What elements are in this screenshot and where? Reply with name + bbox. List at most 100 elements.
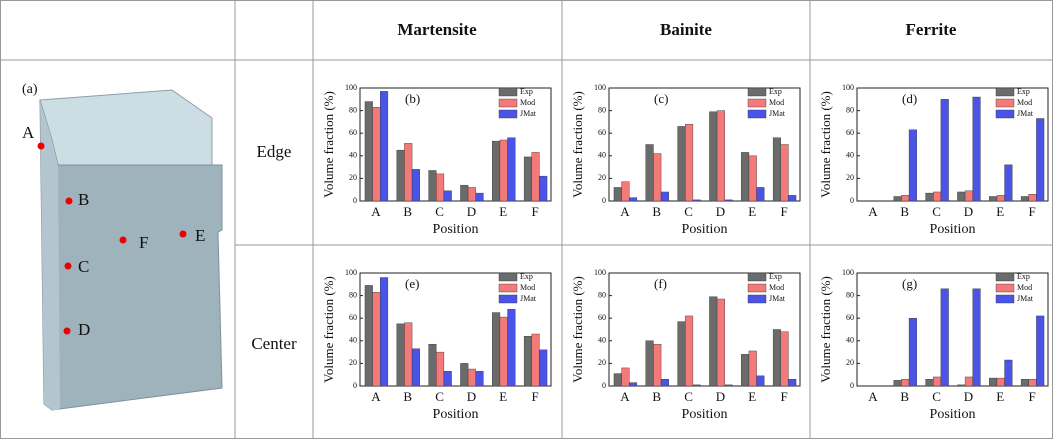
y-tick-label: 100	[594, 268, 606, 277]
bar	[476, 193, 484, 201]
legend-label: Exp	[520, 87, 533, 96]
bar	[741, 152, 749, 201]
x-tick-label: A	[371, 389, 381, 404]
legend-swatch	[748, 284, 766, 292]
x-tick-label: D	[716, 204, 725, 219]
bar	[622, 368, 630, 386]
x-tick-label: F	[531, 204, 538, 219]
legend-label: Exp	[1017, 272, 1030, 281]
legend-swatch	[499, 99, 517, 107]
bar	[997, 378, 1005, 386]
point-label: B	[78, 190, 89, 209]
legend-label: JMat	[769, 109, 786, 118]
y-tick-label: 60	[846, 313, 854, 322]
legend-label: JMat	[520, 294, 537, 303]
panel-label: (c)	[654, 91, 668, 106]
bar	[933, 377, 941, 386]
bar	[622, 182, 630, 201]
y-tick-label: 20	[598, 358, 606, 367]
x-tick-label: A	[620, 204, 630, 219]
bar	[685, 124, 693, 201]
bar	[1029, 379, 1037, 386]
bar	[709, 297, 717, 386]
specimen-figure: (a) A B C D E F	[22, 82, 222, 410]
panel-label: (f)	[654, 276, 667, 291]
y-axis-label: Volume fraction (%)	[321, 91, 336, 198]
point-label: A	[22, 123, 35, 142]
bar	[781, 332, 789, 386]
bar	[492, 141, 500, 201]
y-axis-label: Volume fraction (%)	[321, 276, 336, 383]
legend-swatch	[499, 110, 517, 118]
y-tick-label: 40	[598, 151, 606, 160]
x-tick-label: C	[435, 389, 444, 404]
legend-swatch	[499, 273, 517, 281]
bar	[614, 187, 622, 201]
y-axis-label: Volume fraction (%)	[570, 276, 585, 383]
y-tick-label: 0	[850, 196, 854, 205]
x-tick-label: B	[900, 389, 909, 404]
bar	[741, 354, 749, 386]
y-tick-label: 0	[353, 381, 357, 390]
y-tick-label: 80	[846, 290, 854, 299]
y-tick-label: 40	[846, 151, 854, 160]
x-tick-label: A	[868, 204, 878, 219]
bar	[909, 318, 917, 386]
legend-label: Mod	[1017, 98, 1032, 107]
x-tick-label: B	[403, 204, 412, 219]
bar	[757, 187, 765, 201]
x-tick-label: C	[684, 204, 693, 219]
column-header: Bainite	[660, 20, 712, 39]
bar	[444, 371, 452, 386]
point-marker	[180, 231, 187, 238]
bar	[532, 152, 540, 201]
y-tick-label: 60	[598, 128, 606, 137]
bar	[492, 313, 500, 386]
bar	[460, 185, 468, 201]
point-marker	[38, 143, 45, 150]
x-tick-label: F	[1028, 389, 1035, 404]
x-tick-label: F	[1028, 204, 1035, 219]
x-tick-label: B	[403, 389, 412, 404]
point-marker	[66, 198, 73, 205]
point-marker	[64, 328, 71, 335]
bar	[685, 316, 693, 386]
bar	[1005, 165, 1013, 201]
legend-label: JMat	[1017, 294, 1034, 303]
bar	[717, 111, 725, 201]
bar	[693, 200, 701, 201]
bar	[989, 196, 997, 201]
bar	[725, 385, 733, 386]
x-tick-label: D	[716, 389, 725, 404]
row-header: Center	[251, 334, 297, 353]
y-axis-label: Volume fraction (%)	[818, 91, 833, 198]
bar	[412, 169, 420, 201]
point-label: F	[139, 233, 148, 252]
bar	[653, 154, 661, 201]
y-tick-label: 20	[349, 358, 357, 367]
bar	[788, 379, 796, 386]
bar	[436, 352, 444, 386]
bar	[678, 322, 686, 386]
y-tick-label: 60	[598, 313, 606, 322]
bar	[629, 383, 637, 386]
legend-label: JMat	[1017, 109, 1034, 118]
panel-label: (e)	[405, 276, 419, 291]
page: Martensite Bainite Ferrite Edge Center (…	[0, 0, 1053, 439]
bar	[1005, 360, 1013, 386]
y-tick-label: 60	[846, 128, 854, 137]
x-tick-label: D	[467, 389, 476, 404]
legend-swatch	[748, 99, 766, 107]
bar	[508, 309, 516, 386]
bar	[926, 193, 934, 201]
legend-label: Mod	[769, 283, 784, 292]
point-label: E	[195, 226, 205, 245]
x-tick-label: C	[684, 389, 693, 404]
bar	[965, 377, 973, 386]
x-tick-label: F	[780, 389, 787, 404]
y-tick-label: 20	[846, 358, 854, 367]
x-tick-label: F	[780, 204, 787, 219]
y-tick-label: 80	[598, 290, 606, 299]
legend-label: Exp	[769, 87, 782, 96]
bar	[678, 126, 686, 201]
